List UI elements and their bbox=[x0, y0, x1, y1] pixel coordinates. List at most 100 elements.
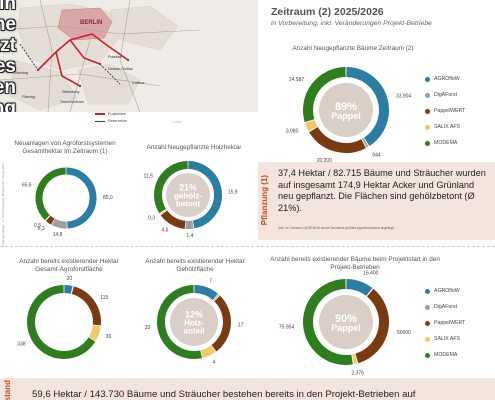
legend-label: AGROfloW bbox=[434, 76, 460, 82]
headline-line: 85.000 Bäume in bbox=[0, 0, 16, 14]
reserve-lines bbox=[19, 43, 121, 85]
legend-label: SALIX AFS bbox=[434, 336, 460, 342]
donut-value-label: 115 bbox=[100, 295, 108, 301]
legend-item-salix: SALIX AFS bbox=[425, 119, 465, 135]
bestand-side-text: Bestand bbox=[3, 380, 12, 400]
donut-value-label: 1,4 bbox=[186, 233, 193, 239]
legend-swatch bbox=[425, 124, 430, 130]
legend-label: PappelWERT bbox=[434, 320, 466, 326]
headline-line: werden, reicht es bbox=[0, 56, 16, 77]
legend-item-digaforst: DigAForst bbox=[425, 299, 465, 315]
period-subtitle: in Vorbereitung, inkl. Veränderungen Pro… bbox=[271, 20, 432, 27]
donut-slice-salix bbox=[88, 325, 101, 341]
map-headline: 85.000 Bäume in einer Reihe angepflanzt … bbox=[0, 0, 16, 112]
donut-center-label: 90% bbox=[335, 313, 357, 325]
chart-title-bestand-gehoelz: Anzahl bereits existierender Hektar Gehö… bbox=[145, 258, 245, 273]
donut-center-label: 12% bbox=[185, 310, 203, 320]
donut-slice-agroforw bbox=[188, 161, 222, 229]
legend-label: DigAForst bbox=[434, 92, 458, 98]
donut-slice-modema bbox=[35, 167, 66, 221]
donut-value-label: 4,6 bbox=[161, 228, 168, 234]
donut-value-label: 6,3 bbox=[38, 226, 45, 232]
donut-value-label: 14,8 bbox=[53, 232, 63, 238]
legend-item-agroforw: AGROfloW bbox=[425, 71, 465, 87]
donut-center-label: Holz- bbox=[184, 319, 204, 328]
donut-value-label: 85,0 bbox=[103, 195, 113, 201]
legend-swatch-projektidee bbox=[95, 113, 105, 115]
donut-center-disk bbox=[319, 295, 373, 349]
donut-value-label: 20.200 bbox=[317, 158, 333, 164]
place-label: Potsdam bbox=[108, 55, 122, 59]
donut-center-label: 21% bbox=[179, 183, 197, 193]
period-title: Zeitraum (2) 2025/2026 bbox=[271, 6, 384, 18]
donut-value-label: 36 bbox=[106, 334, 112, 340]
donut-slice-agroforw bbox=[66, 167, 97, 229]
donut-value-label: 338 bbox=[17, 341, 26, 347]
chart-title-neuanlagen-gesamthektar: Neuanlagen von Agroforstsystemen Gesamth… bbox=[14, 140, 116, 155]
legend-item-agroforw: AGROfloW bbox=[425, 283, 465, 299]
pflanzung-panel bbox=[258, 162, 495, 240]
donut-value-label: 33.904 bbox=[396, 93, 412, 99]
donut-slice-digaforst bbox=[51, 218, 67, 229]
legend-swatch bbox=[425, 352, 430, 358]
donut-center-label: Pappel bbox=[331, 323, 361, 333]
legend-item-modema: MODEMA bbox=[425, 135, 465, 151]
legend-top: AGROfloW DigAForst PappelWERT SALIX AFS … bbox=[425, 71, 465, 151]
donut-neugepflanzte-baeume: 33.904 944 20.200 3.080 24.587 89%Pappel bbox=[286, 67, 412, 164]
legend-item-digaforst: DigAForst bbox=[425, 87, 465, 103]
donut-center-disk bbox=[319, 83, 373, 137]
donut-value-label: 24.587 bbox=[289, 77, 305, 83]
donut-bestand-gesamt-agroforst: 20 115 36 338 bbox=[17, 276, 112, 359]
donut-value-label: 50000 bbox=[397, 330, 411, 336]
bestand-side-label: Bestand bbox=[3, 380, 15, 400]
chart-title-neugepflanzte-baeume: Anzahl Neugepflanzte Bäume Zeitraum (2) bbox=[292, 45, 414, 52]
donut-value-label: 15,9 bbox=[228, 189, 238, 195]
donut-center-label: gehölz- bbox=[174, 192, 202, 201]
legend-swatch bbox=[425, 320, 430, 326]
place-label: Treuenbrietzen bbox=[60, 100, 84, 104]
legend-label: PappelWERT bbox=[434, 108, 466, 114]
donut-value-label: 33 bbox=[145, 325, 151, 331]
donut-value-label: 0,5 bbox=[34, 223, 41, 229]
berlin-area bbox=[57, 7, 113, 41]
headline-line: angepflanzt bbox=[0, 35, 16, 56]
headline-line: einer Reihe bbox=[0, 14, 16, 35]
place-label: Wittenberg bbox=[62, 90, 79, 94]
donut-slice-pappelwert bbox=[45, 215, 55, 225]
legend-label: MODEMA bbox=[434, 140, 458, 146]
legend-swatch bbox=[425, 108, 430, 114]
legend-swatch bbox=[425, 140, 430, 146]
donut-center-disk bbox=[166, 173, 210, 217]
project-lines bbox=[37, 33, 129, 87]
pflanzung-side-text: Pflanzung (1) bbox=[259, 174, 269, 226]
city-label: BERLIN bbox=[80, 20, 102, 26]
legend-label: SALIX AFS bbox=[434, 124, 460, 130]
donut-slice-agroforw bbox=[346, 67, 389, 147]
donut-slice-modema bbox=[303, 279, 353, 365]
legend-label: MODEMA bbox=[434, 352, 458, 358]
donut-value-label: 3.080 bbox=[286, 129, 299, 135]
donut-value-label: 20 bbox=[67, 276, 73, 282]
donut-slice-digaforst bbox=[213, 294, 220, 301]
place-label: Fläming bbox=[22, 95, 35, 99]
donut-value-label: 0,3 bbox=[148, 215, 155, 221]
donut-bestand-baeume: 15.400 50000 2.376 75.954 90%Pappel bbox=[279, 271, 411, 377]
donut-neugepflanzte-holzhektar: 15,9 1,4 4,6 0,3 11,5 21%gehölz-betont bbox=[143, 161, 238, 239]
donut-value-label: 75.954 bbox=[279, 324, 295, 330]
legend-swatch-reserveline bbox=[95, 121, 105, 122]
donut-slice-modema bbox=[157, 285, 202, 359]
donut-slice-pappelwert bbox=[355, 288, 389, 364]
legend-item-salix: SALIX AFS bbox=[425, 331, 465, 347]
donut-bestand-gehoelzflaeche: 7 17 4 33 12%Holz-anteil bbox=[145, 279, 244, 366]
donut-slice-salix bbox=[159, 209, 167, 215]
legend-bottom: AGROfloW DigAForst PappelWERT SALIX AFS … bbox=[425, 283, 465, 363]
legend-swatch bbox=[425, 288, 430, 294]
legend-item-modema: MODEMA bbox=[425, 347, 465, 363]
legend-label: AGROfloW bbox=[434, 288, 460, 294]
legend-swatch bbox=[425, 76, 430, 82]
donut-value-label: 944 bbox=[372, 153, 381, 159]
donut-slice-salix bbox=[200, 345, 216, 358]
donut-value-label: 7 bbox=[209, 279, 212, 285]
pflanzung-text: 37,4 Hektar / 82.715 Bäume und Sträucher… bbox=[278, 168, 486, 213]
